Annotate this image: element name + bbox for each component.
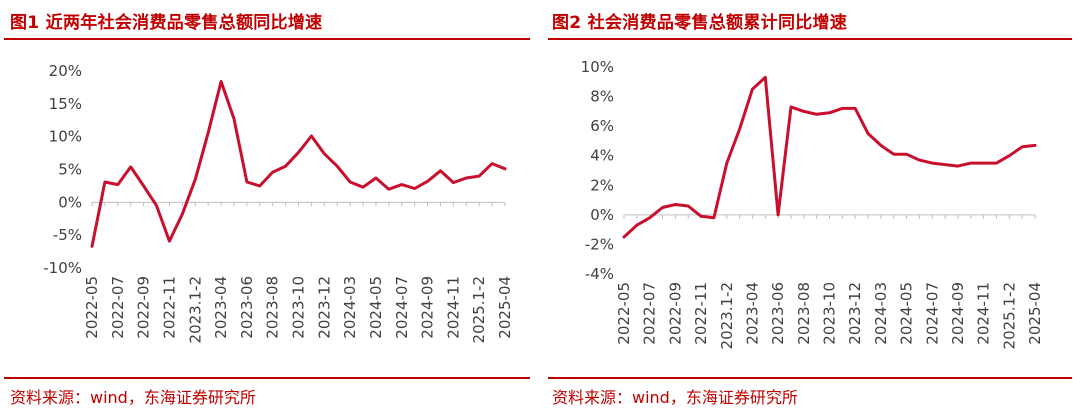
right-x-tick-label: 2022-07 [641,282,659,345]
right-x-tick-label: 2023-12 [846,282,864,345]
left-x-tick-label: 2023-06 [238,276,256,339]
right-x-tick-label: 2023-08 [795,282,813,345]
right-y-tick-label: 4% [590,147,614,165]
right-x-tick-label: 2023-10 [821,282,839,345]
left-x-tick-label: 2024-03 [341,276,359,339]
left-x-tick-label: 2023-12 [315,276,333,339]
left-x-tick-label: 2022-05 [83,276,101,339]
left-x-tick-label: 2024-07 [393,276,411,339]
left-x-tick-label: 2023-04 [212,276,230,339]
left-line-chart: -10% -5% 0% 5% 10% 15% 20% 2022-05 2022-07 2022-0… [43,62,514,343]
right-x-tick-label: 2024-03 [872,282,890,345]
left-chart-panel: 图1 近两年社会消费品零售总额同比增速 -10% -5% 0% 5% 10% 15% 20%… [0,0,530,415]
left-x-tick-label: 2022-09 [135,276,153,339]
right-series-line [622,75,1037,239]
right-x-tick-label: 2023.1-2 [718,282,736,349]
right-y-tick-label: 2% [590,176,614,194]
right-y-tick-label: 6% [590,117,614,135]
left-source-note: 资料来源：wind，东海证券研究所 [10,388,256,407]
left-x-tick-label: 2023-08 [264,276,282,339]
left-x-tick-label: 2024-11 [444,276,462,339]
right-x-tick-label: 2025-04 [1026,282,1044,345]
right-y-tick-label: 0% [590,206,614,224]
left-x-tick-label: 2023.1-2 [186,276,204,343]
left-y-tick-label: 5% [58,161,82,179]
right-y-tick-label: -2% [585,235,614,253]
right-x-tick-label: 2025.1-2 [1000,282,1018,349]
right-y-tick-label: 8% [590,88,614,106]
right-x-tick-label: 2022-09 [666,282,684,345]
left-x-tick-label: 2024-05 [367,276,385,339]
right-title-divider [548,38,1072,40]
right-x-tick-label: 2022-05 [615,282,633,345]
right-source-note: 资料来源：wind，东海证券研究所 [552,388,798,407]
right-x-tick-label: 2024-07 [923,282,941,345]
left-y-tick-label: 10% [49,128,82,146]
left-x-tick-label: 2022-11 [160,276,178,339]
left-x-tick-label: 2023-10 [290,276,308,339]
right-x-tick-label: 2023-04 [743,282,761,345]
left-x-tick-label: 2025-04 [496,276,514,339]
right-x-tick-label: 2023-06 [769,282,787,345]
right-x-tick-label: 2024-05 [898,282,916,345]
left-series-line [90,80,507,248]
right-y-tick-label: -4% [585,265,614,283]
left-y-tick-label: 0% [58,193,82,211]
right-chart-title: 图2 社会消费品零售总额累计同比增速 [552,13,848,33]
left-y-tick-label: 20% [49,62,82,80]
left-x-tick-label: 2025.1-2 [470,276,488,343]
right-chart-panel: 图2 社会消费品零售总额累计同比增速 -4% -2% 0% 2% 4% 6% 8% 10% 20… [548,0,1080,415]
left-source-divider [4,377,530,379]
right-source-divider [548,377,1072,379]
left-y-tick-label: -10% [43,259,82,277]
left-x-tick-label: 2022-07 [109,276,127,339]
right-line-chart: -4% -2% 0% 2% 4% 6% 8% 10% 2022-05 2022-07 2022-09… [581,58,1044,349]
left-y-tick-label: 15% [49,95,82,113]
right-x-tick-label: 2024-09 [949,282,967,345]
left-title-divider [4,38,530,40]
left-y-tick-label: -5% [53,226,82,244]
left-x-tick-label: 2024-09 [419,276,437,339]
left-chart-title: 图1 近两年社会消费品零售总额同比增速 [10,13,323,33]
right-x-tick-label: 2022-11 [692,282,710,345]
right-y-tick-label: 10% [581,58,614,76]
right-x-tick-label: 2024-11 [975,282,993,345]
